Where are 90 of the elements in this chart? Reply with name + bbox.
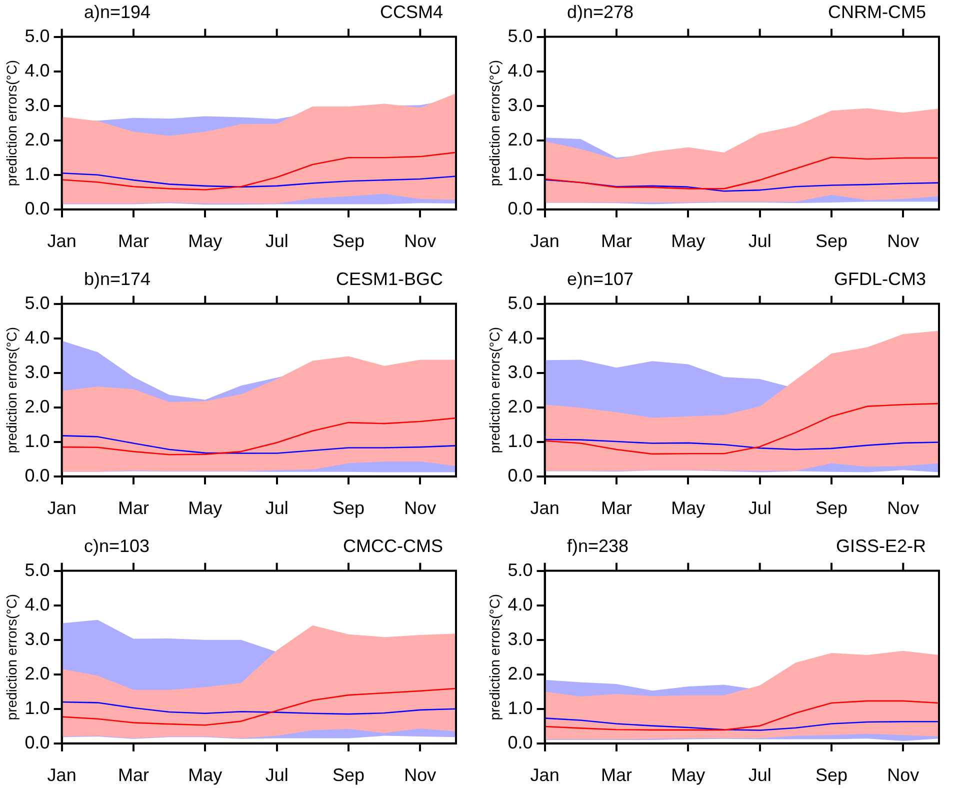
x-tick-label: Nov — [404, 231, 436, 252]
y-tick-label: 1.0 — [24, 698, 50, 718]
y-axis-title: prediction errors(°C) — [3, 60, 20, 186]
x-tick-label: Jul — [748, 498, 772, 518]
y-tick-label: 2.0 — [508, 396, 533, 416]
x-tick-label: Sep — [815, 765, 848, 786]
x-tick-label: Jan — [530, 498, 560, 518]
x-tick-label: Sep — [332, 231, 365, 252]
x-tick-label: Nov — [887, 765, 920, 786]
x-tick-label: Nov — [404, 765, 436, 786]
y-tick-label: 4.0 — [24, 594, 50, 614]
y-tick-label: 2.0 — [24, 129, 50, 150]
x-tick-label: Mar — [600, 498, 632, 518]
x-tick-label: Jul — [265, 765, 288, 786]
x-tick-label: Nov — [887, 231, 920, 252]
y-tick-label: 3.0 — [24, 628, 50, 649]
y-tick-label: 3.0 — [24, 362, 50, 382]
x-tick-label: Jan — [47, 498, 76, 518]
x-tick-label: Mar — [118, 231, 149, 252]
y-tick-label: 5.0 — [508, 560, 533, 580]
x-tick-label: Jan — [530, 765, 560, 786]
x-tick-label: May — [671, 498, 706, 518]
chart-title: f)n=238 — [567, 536, 629, 557]
x-tick-label: Sep — [332, 765, 365, 786]
chart-subtitle: CCSM4 — [380, 2, 443, 23]
y-tick-label: 1.0 — [508, 698, 533, 718]
x-tick-label: Nov — [887, 498, 920, 518]
y-tick-label: 1.0 — [508, 164, 533, 184]
y-tick-label: 4.0 — [508, 594, 533, 614]
y-tick-label: 0.0 — [24, 732, 50, 752]
y-tick-label: 0.0 — [508, 198, 533, 218]
x-tick-label: Sep — [815, 231, 848, 252]
y-tick-label: 1.0 — [508, 430, 533, 451]
x-tick-label: Mar — [600, 231, 632, 252]
y-tick-label: 0.0 — [508, 732, 533, 752]
y-axis-title: prediction errors(°C) — [486, 594, 502, 720]
chart-title: e)n=107 — [567, 269, 634, 290]
y-axis-title: prediction errors(°C) — [3, 327, 20, 454]
y-axis-title: prediction errors(°C) — [486, 60, 502, 186]
x-tick-label: Sep — [332, 498, 365, 518]
x-tick-label: Jul — [265, 498, 288, 518]
chart-subtitle: GFDL-CM3 — [834, 269, 926, 290]
x-tick-label: May — [188, 765, 222, 786]
y-tick-label: 5.0 — [24, 292, 50, 313]
y-tick-label: 0.0 — [24, 198, 50, 218]
y-tick-label: 0.0 — [508, 465, 533, 486]
chart-title: a)n=194 — [84, 2, 151, 23]
y-tick-label: 2.0 — [24, 396, 50, 416]
y-tick-label: 5.0 — [508, 292, 533, 313]
y-tick-label: 1.0 — [24, 430, 50, 451]
x-tick-label: Mar — [118, 498, 149, 518]
x-tick-label: Mar — [118, 765, 149, 786]
y-tick-label: 1.0 — [24, 164, 50, 184]
x-tick-label: Jan — [47, 765, 76, 786]
y-tick-label: 4.0 — [24, 327, 50, 348]
x-tick-label: May — [188, 231, 222, 252]
chart-subtitle: GISS-E2-R — [836, 536, 926, 557]
x-tick-label: Jan — [47, 231, 76, 252]
x-tick-label: Mar — [600, 765, 632, 786]
chart-title: d)n=278 — [567, 2, 634, 23]
y-tick-label: 5.0 — [508, 26, 533, 46]
y-tick-label: 3.0 — [508, 94, 533, 115]
chart-subtitle: CESM1-BGC — [336, 269, 443, 290]
x-tick-label: Sep — [815, 498, 848, 518]
y-tick-label: 3.0 — [508, 628, 533, 649]
y-tick-label: 3.0 — [508, 362, 533, 382]
y-tick-label: 3.0 — [24, 94, 50, 115]
x-tick-label: Jul — [748, 765, 772, 786]
x-tick-label: May — [671, 231, 706, 252]
y-tick-label: 5.0 — [24, 560, 50, 580]
y-tick-label: 4.0 — [508, 327, 533, 348]
x-tick-label: Jan — [530, 231, 560, 252]
x-tick-label: May — [671, 765, 706, 786]
chart-subtitle: CMCC-CMS — [343, 536, 443, 557]
chart-title: b)n=174 — [84, 269, 151, 290]
x-tick-label: Jul — [748, 231, 772, 252]
y-axis-title: prediction errors(°C) — [3, 594, 20, 720]
x-tick-label: Nov — [404, 498, 436, 518]
y-tick-label: 2.0 — [508, 129, 533, 150]
y-tick-label: 2.0 — [24, 663, 50, 684]
y-tick-label: 4.0 — [508, 60, 533, 80]
y-tick-label: 4.0 — [24, 60, 50, 80]
chart-subtitle: CNRM-CM5 — [828, 2, 926, 23]
chart-title: c)n=103 — [84, 536, 150, 557]
x-tick-label: May — [188, 498, 222, 518]
x-tick-label: Jul — [265, 231, 288, 252]
y-axis-title: prediction errors(°C) — [486, 327, 502, 454]
y-tick-label: 2.0 — [508, 663, 533, 684]
y-tick-label: 5.0 — [24, 26, 50, 46]
y-tick-label: 0.0 — [24, 465, 50, 486]
